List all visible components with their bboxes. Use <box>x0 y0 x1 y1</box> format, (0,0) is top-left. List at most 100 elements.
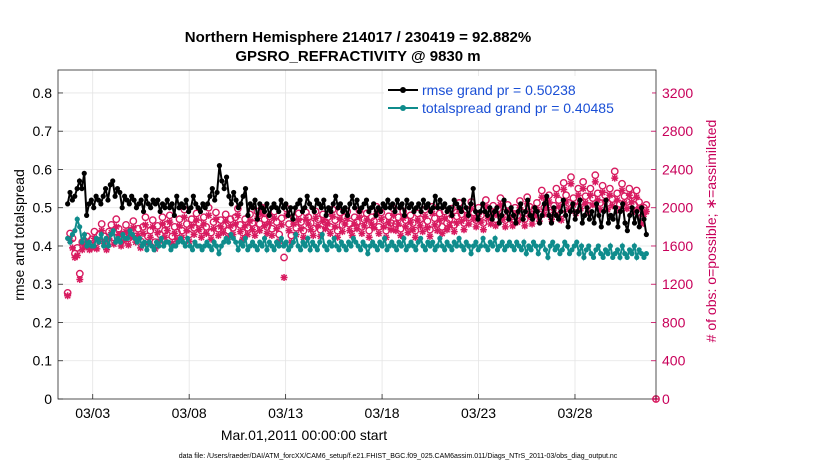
obs-assimilated-marker <box>343 214 351 222</box>
rmse-point <box>461 197 467 203</box>
obs-assimilated-marker <box>472 223 480 231</box>
obs-assimilated-marker <box>338 228 346 236</box>
totalspread-point <box>360 239 366 245</box>
totalspread-point <box>72 228 78 234</box>
rmse-point <box>639 205 645 211</box>
legend-rmse-swatch-marker <box>400 87 406 93</box>
totalspread-point <box>168 247 174 253</box>
rmse-point <box>280 205 287 211</box>
totalspread-point <box>65 235 71 241</box>
obs-assimilated-marker <box>149 223 157 231</box>
rmse-point <box>537 220 543 226</box>
rmse-point <box>387 205 393 211</box>
totalspread-point <box>398 243 405 249</box>
x-tick-label: 03/03 <box>75 405 110 421</box>
totalspread-point <box>374 247 381 253</box>
rmse-point <box>67 189 73 196</box>
obs-assimilated-marker <box>637 220 645 228</box>
obs-assimilated-marker <box>574 191 582 199</box>
rmse-point <box>541 201 547 207</box>
obs-assimilated-marker <box>414 216 422 224</box>
rmse-point <box>472 208 479 215</box>
obs-assimilated-marker <box>351 220 359 228</box>
y-right-tick-label: 0 <box>662 391 670 407</box>
rmse-point <box>304 193 310 199</box>
obs-assimilated-marker <box>197 233 205 241</box>
rmse-point <box>582 212 588 218</box>
totalspread-point <box>600 254 606 261</box>
obs-assimilated-marker <box>326 230 334 238</box>
rmse-point <box>491 208 498 215</box>
rmse-point <box>634 208 640 215</box>
totalspread-point <box>173 243 179 249</box>
obs-assimilated-marker <box>404 229 412 237</box>
totalspread-point <box>81 231 88 238</box>
obs-assimilated-marker <box>122 228 130 236</box>
totalspread-point <box>461 247 467 253</box>
totalspread-point <box>197 243 203 249</box>
totalspread-point <box>242 235 248 241</box>
totalspread-point <box>557 251 563 257</box>
obs-assimilated-marker <box>265 219 273 227</box>
obs-assimilated-marker <box>231 220 239 228</box>
rmse-point <box>150 197 156 203</box>
rmse-point <box>91 205 97 211</box>
rmse-point <box>570 201 576 207</box>
rmse-point <box>314 197 320 203</box>
obs-assimilated-marker <box>270 214 278 222</box>
totalspread-point <box>185 235 191 241</box>
obs-assimilated-marker <box>428 209 436 217</box>
totalspread-point <box>470 243 477 249</box>
rmse-point <box>532 205 538 211</box>
obs-assimilated-marker <box>358 230 366 238</box>
totalspread-point <box>149 243 155 249</box>
totalspread-point <box>192 239 198 245</box>
rmse-point <box>254 216 260 222</box>
obs-assimilated-marker <box>630 208 638 216</box>
rmse-point <box>107 182 113 188</box>
rmse-point <box>323 212 329 218</box>
obs-assimilated-marker <box>465 220 473 228</box>
obs-assimilated-marker <box>416 222 424 230</box>
rmse-point <box>636 224 642 230</box>
rmse-point <box>112 193 118 199</box>
obs-assimilated-marker <box>392 227 400 235</box>
obs-assimilated-marker <box>171 230 179 238</box>
totalspread-point <box>319 231 325 238</box>
rmse-point <box>603 197 609 203</box>
rmse-point <box>247 201 253 207</box>
totalspread-point <box>607 243 613 249</box>
obs-assimilated-marker <box>484 214 492 222</box>
obs-assimilated-marker <box>355 213 363 221</box>
obs-assimilated-marker <box>458 217 466 225</box>
obs-assimilated-marker <box>565 206 573 214</box>
totalspread-point <box>307 247 313 253</box>
rmse-point <box>88 197 94 203</box>
obs-possible-marker <box>280 253 288 262</box>
rmse-point <box>238 201 244 207</box>
rmse-point <box>228 201 234 207</box>
obs-assimilated-marker <box>175 222 183 230</box>
totalspread-point <box>636 247 642 253</box>
totalspread-point <box>494 247 501 253</box>
rmse-point <box>456 205 462 211</box>
totalspread-point <box>86 239 92 245</box>
obs-assimilated-marker <box>613 196 621 204</box>
obs-assimilated-marker <box>363 216 371 224</box>
rmse-point <box>285 212 291 218</box>
rmse-point <box>178 201 185 207</box>
obs-possible-marker <box>552 184 561 193</box>
obs-assimilated-marker <box>545 198 553 206</box>
rmse-point <box>188 205 194 211</box>
rmse-point <box>183 197 189 203</box>
obs-assimilated-marker <box>295 216 303 224</box>
rmse-point <box>416 201 422 207</box>
rmse-point <box>627 212 633 218</box>
rmse-point <box>366 208 372 215</box>
rmse-point <box>527 212 533 218</box>
rmse-point <box>439 205 445 211</box>
totalspread-point <box>345 239 352 245</box>
obs-assimilated-marker <box>409 226 417 234</box>
obs-assimilated-marker <box>596 206 604 214</box>
